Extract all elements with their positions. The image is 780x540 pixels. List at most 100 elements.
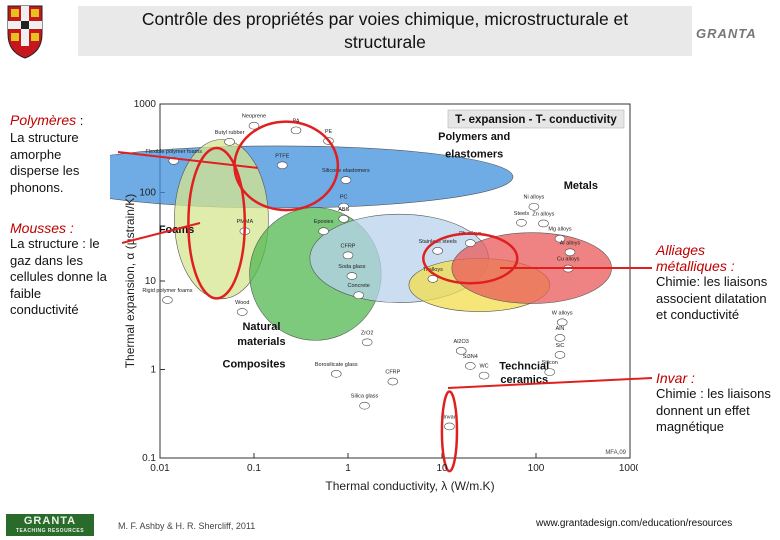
slide-title-line1: Contrôle des propriétés par voies chimiq… — [141, 9, 629, 29]
granta-logo-top: GRANTA — [696, 26, 757, 41]
family-label: ceramics — [500, 374, 548, 386]
material-bubble — [290, 126, 302, 135]
material-bubble — [359, 401, 370, 410]
material-bubble — [340, 176, 352, 184]
material-label: ABS — [338, 207, 349, 213]
material-bubble — [353, 291, 365, 300]
material-label: Invar — [443, 414, 455, 420]
material-bubble — [444, 422, 455, 431]
material-bubble — [338, 215, 349, 223]
slide-title-line2: structurale — [344, 32, 426, 52]
material-bubble — [361, 338, 373, 347]
material-bubble — [464, 239, 476, 247]
family-label: Composites — [223, 359, 286, 371]
material-label: Steels — [514, 211, 530, 217]
material-bubble — [432, 247, 443, 255]
x-tick-label: 0.1 — [247, 463, 261, 474]
material-bubble — [556, 318, 568, 327]
material-bubble — [342, 251, 354, 260]
metals-annotation-text: Chimie: les liaisons associent dilatatio… — [656, 274, 768, 322]
material-bubble — [427, 275, 439, 283]
invar-annotation: Invar : Chimie : les liaisons donnent un… — [656, 370, 774, 436]
x-tick-label: 1000 — [619, 463, 638, 474]
material-bubble — [346, 272, 358, 280]
material-label: Silicone elastomers — [322, 168, 370, 174]
material-bubble — [528, 202, 540, 211]
material-label: Cu alloys — [557, 257, 580, 263]
material-label: Silica glass — [351, 394, 379, 400]
material-bubble — [538, 219, 549, 228]
material-label: Borosilicate glass — [315, 362, 358, 368]
material-label: PTFE — [275, 153, 289, 159]
material-label: W alloys — [552, 310, 573, 316]
material-bubble — [162, 296, 173, 304]
x-tick-label: 100 — [528, 463, 545, 474]
x-axis-label: Thermal conductivity, λ (W/m.K) — [325, 479, 494, 493]
university-crest-icon — [7, 5, 43, 59]
material-label: Ni alloys — [524, 195, 545, 201]
chart-title-box — [447, 109, 625, 129]
material-label: Rigid polymer foams — [142, 288, 192, 294]
foams-annotation: Mousses : La structure : le gaz dans les… — [10, 220, 110, 319]
polymers-annotation: Polymères : La structure amorphe dispers… — [10, 112, 100, 196]
granta-footer-logo: GRANTA TEACHING RESOURCES — [6, 514, 94, 536]
material-label: Epoxies — [314, 219, 334, 225]
material-label: Ti alloys — [423, 267, 443, 273]
material-bubble — [330, 370, 342, 378]
material-label: Al2O3 — [454, 339, 469, 345]
material-bubble — [168, 157, 180, 165]
material-label: Zn alloys — [532, 211, 554, 217]
material-label: Neoprene — [242, 114, 266, 120]
material-label: CFRP — [385, 370, 400, 376]
x-tick-label: 1 — [345, 463, 351, 474]
family-label: materials — [237, 336, 285, 348]
material-label: ZrO2 — [361, 330, 374, 336]
material-bubble — [248, 121, 260, 130]
polymers-annotation-title: Polymères — [10, 112, 77, 128]
footer-authors: M. F. Ashby & H. R. Shercliff, 2011 — [118, 521, 256, 531]
y-tick-label: 1000 — [134, 99, 157, 110]
material-label: PE — [325, 129, 333, 135]
material-label: CFRP — [341, 243, 356, 249]
material-bubble — [478, 371, 490, 380]
x-tick-label: 10 — [436, 463, 448, 474]
material-bubble — [236, 308, 248, 316]
footer-url: www.grantadesign.com/education/resources — [536, 518, 733, 529]
material-label: Butyl rubber — [215, 130, 245, 136]
family-label: Metals — [564, 180, 598, 192]
material-bubble — [338, 202, 349, 211]
metals-annotation: Alliages métalliques : Chimie: les liais… — [656, 242, 774, 324]
material-label: Al alloys — [560, 240, 581, 246]
material-bubble — [318, 227, 329, 235]
family-label: Natural — [242, 321, 280, 333]
material-bubble — [562, 264, 574, 273]
material-label: WC — [479, 364, 488, 370]
metals-annotation-title: Alliages métalliques : — [656, 242, 735, 274]
material-label: Flexible polymer foams — [145, 149, 202, 155]
family-label: elastomers — [445, 148, 503, 160]
material-bubble — [224, 138, 235, 146]
material-label: Mg alloys — [548, 227, 571, 233]
foams-annotation-title: Mousses : — [10, 220, 74, 236]
family-bubble-metals — [451, 232, 612, 304]
y-tick-label: 1 — [150, 365, 156, 376]
family-label: Polymers and — [438, 131, 510, 143]
material-bubble — [554, 234, 566, 243]
material-label: PC — [340, 195, 348, 201]
material-label: Wood — [235, 300, 249, 306]
highlight-invar — [440, 390, 459, 473]
foams-annotation-text: La structure : le gaz dans les cellules … — [10, 236, 107, 317]
material-bubble — [554, 334, 566, 342]
material-label: Soda glass — [338, 264, 365, 270]
grid-layer — [159, 103, 631, 459]
y-tick-label: 0.1 — [142, 453, 156, 464]
material-bubble — [387, 377, 399, 386]
family-bubble-foams — [174, 139, 269, 300]
slide-title: Contrôle des propriétés par voies chimiq… — [78, 6, 692, 56]
material-bubble — [516, 218, 527, 227]
material-label: AlN — [556, 326, 565, 332]
invar-annotation-title: Invar : — [656, 370, 695, 386]
material-label: Silicon — [542, 360, 558, 366]
material-label: SiC — [556, 343, 565, 349]
material-bubble — [544, 368, 556, 376]
